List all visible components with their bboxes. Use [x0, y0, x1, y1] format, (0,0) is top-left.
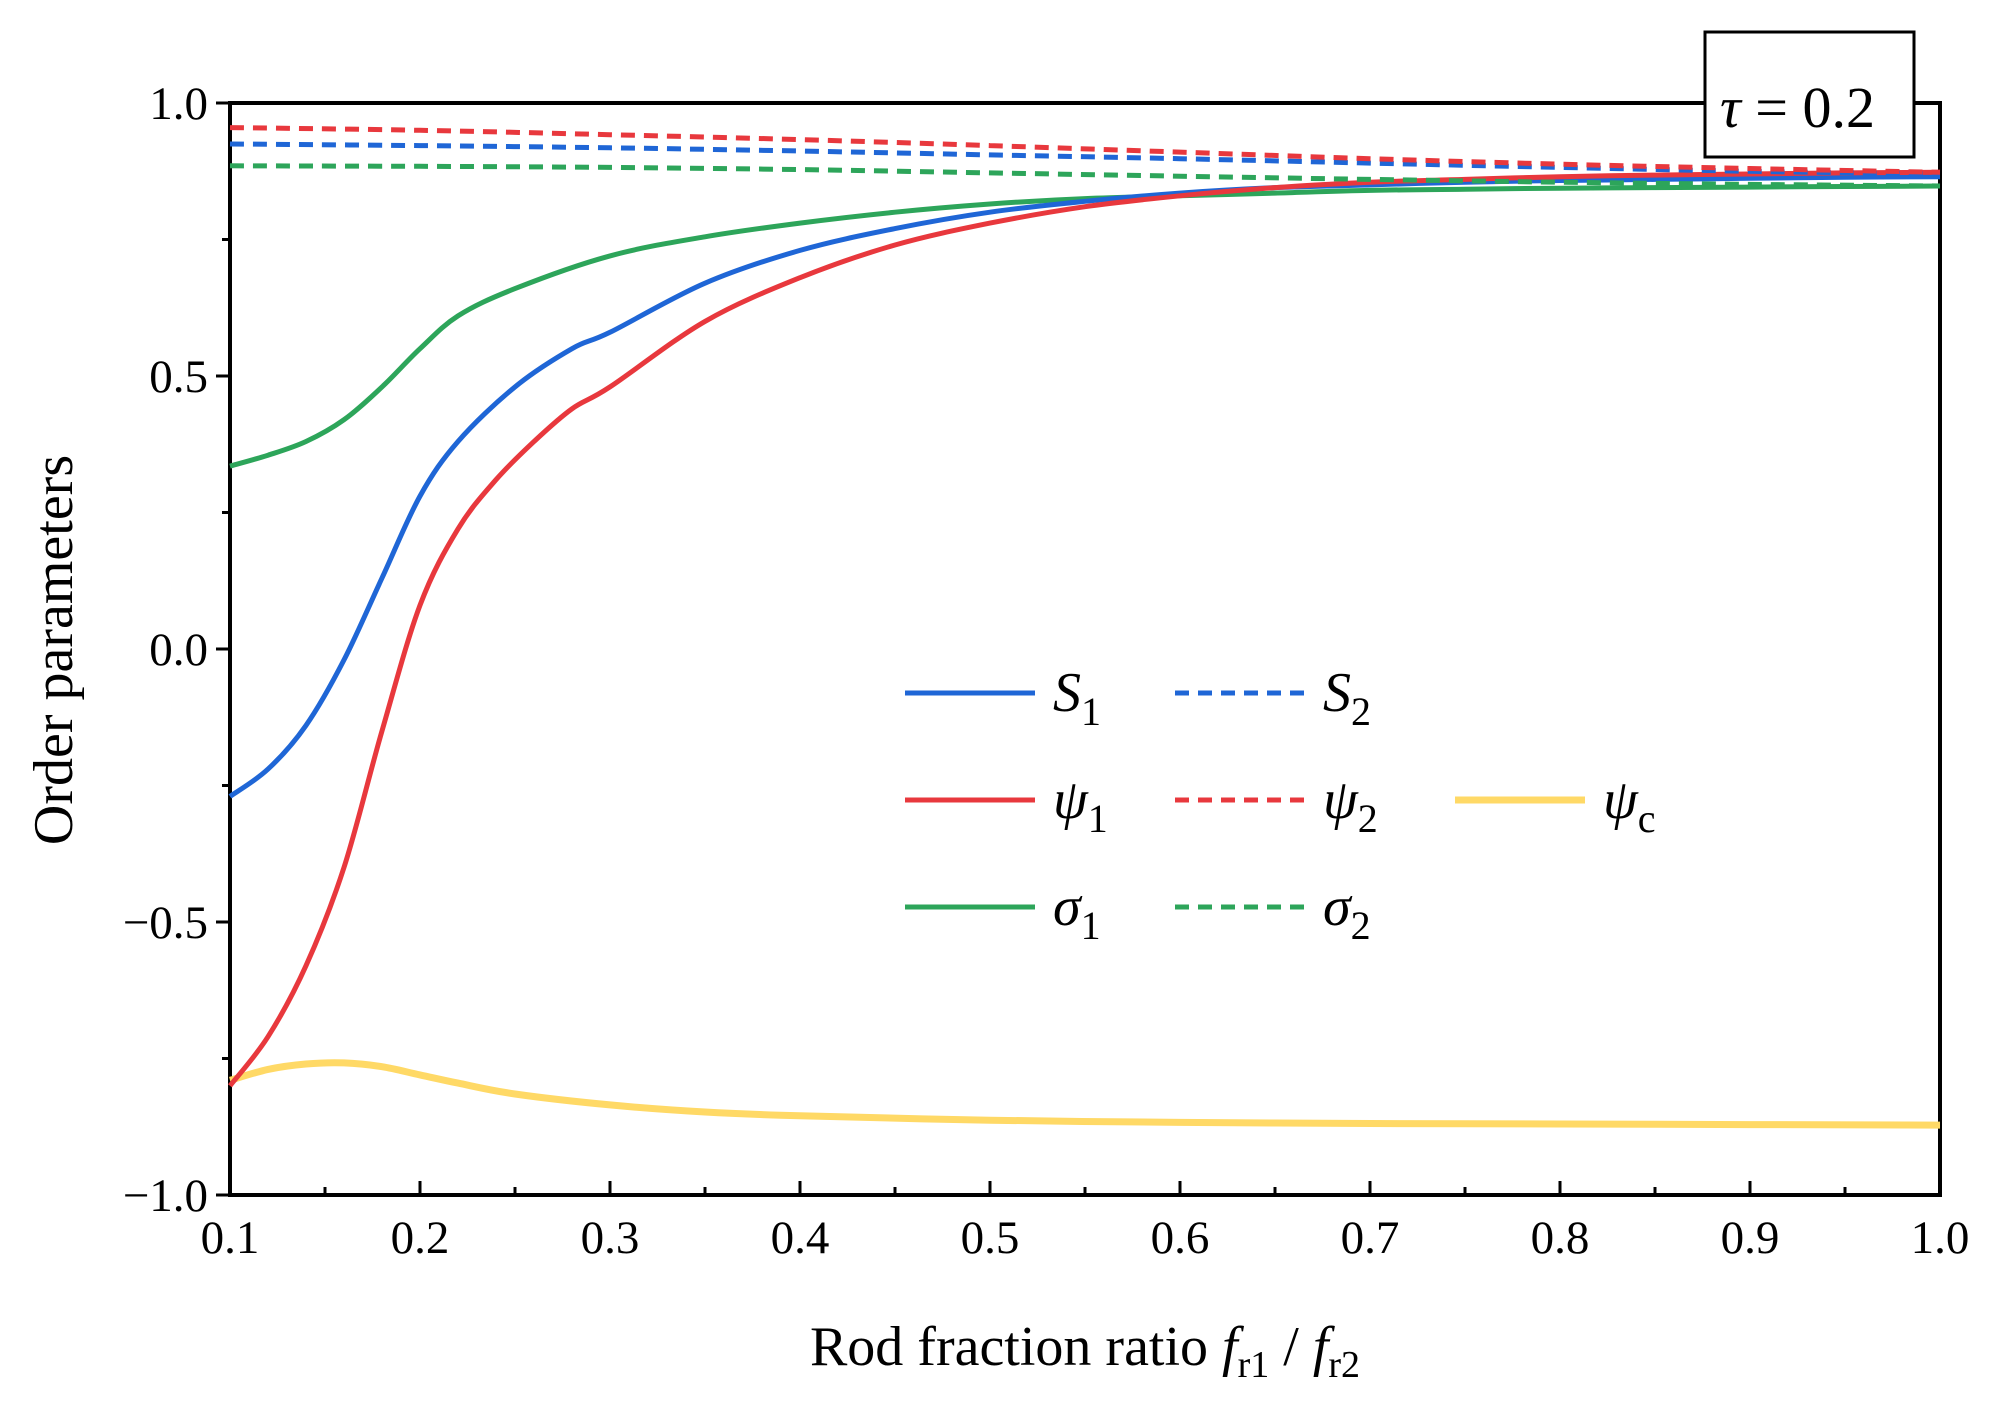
x-axis-title-main: Rod fraction ratio	[810, 1316, 1222, 1378]
x-axis-title-sub1: r1	[1238, 1344, 1270, 1386]
y-tick-label: 1.0	[149, 78, 208, 130]
tau-equals: =	[1741, 75, 1803, 140]
legend-label: ψ1	[1053, 769, 1108, 841]
x-tick-label: 0.7	[1341, 1212, 1400, 1264]
legend-label: S2	[1323, 662, 1371, 734]
x-tick-label: 0.8	[1531, 1212, 1590, 1264]
x-axis-title: Rod fraction ratio fr1 / fr2	[810, 1316, 1360, 1386]
series-layer	[228, 125, 1941, 1129]
series-line-psi1	[228, 169, 1941, 1088]
y-tick-label: −1.0	[123, 1170, 208, 1222]
series-line-sigma1	[229, 183, 1941, 469]
x-tick-label: 0.1	[201, 1212, 260, 1264]
legend: S1 S2 ψ1 ψ2 ψc σ1 σ2	[905, 662, 1656, 948]
y-tick-label: −0.5	[123, 897, 208, 949]
x-tick-label: 0.3	[581, 1212, 640, 1264]
series-line-sigma2	[229, 163, 1941, 189]
legend-label: σ1	[1053, 876, 1101, 948]
series-line-psic	[229, 1059, 1941, 1129]
y-axis-title: Order parameters	[23, 455, 85, 845]
x-tick-label: 0.9	[1721, 1212, 1780, 1264]
tau-annotation-text: τ = 0.2	[1720, 75, 1875, 140]
series-line-S2	[229, 141, 1941, 177]
x-ticks: 0.1 0.2 0.3 0.4 0.5 0.6 0.7 0.8 0.9 1.0	[201, 1181, 1970, 1264]
plot-frame	[228, 101, 1942, 1197]
x-axis-title-slash: /	[1269, 1316, 1313, 1378]
x-tick-label: 0.5	[961, 1212, 1020, 1264]
tau-annotation-box	[1703, 30, 1916, 159]
x-axis-title-sub2: r2	[1328, 1344, 1360, 1386]
x-tick-label: 1.0	[1911, 1212, 1970, 1264]
legend-label: S1	[1053, 662, 1101, 734]
x-tick-label: 0.6	[1151, 1212, 1210, 1264]
legend-label: ψ2	[1323, 769, 1378, 841]
y-ticks: −1.0 −0.5 0.0 0.5 1.0	[123, 78, 230, 1222]
plot-area: 0.1 0.2 0.3 0.4 0.5 0.6 0.7 0.8 0.9 1.0 −1.0 −0.5 0…	[123, 78, 1970, 1264]
y-tick-label: 0.0	[149, 624, 208, 676]
x-tick-label: 0.4	[771, 1212, 830, 1264]
x-tick-label: 0.2	[391, 1212, 450, 1264]
legend-label: σ2	[1323, 876, 1371, 948]
legend-label: ψc	[1603, 769, 1656, 841]
series-line-psi2	[229, 125, 1941, 175]
tau-symbol: τ	[1720, 75, 1743, 140]
series-line-S1	[228, 174, 1941, 799]
tau-annotation: τ = 0.2	[1703, 30, 1916, 159]
tau-value: 0.2	[1802, 75, 1875, 140]
y-tick-label: 0.5	[149, 351, 208, 403]
